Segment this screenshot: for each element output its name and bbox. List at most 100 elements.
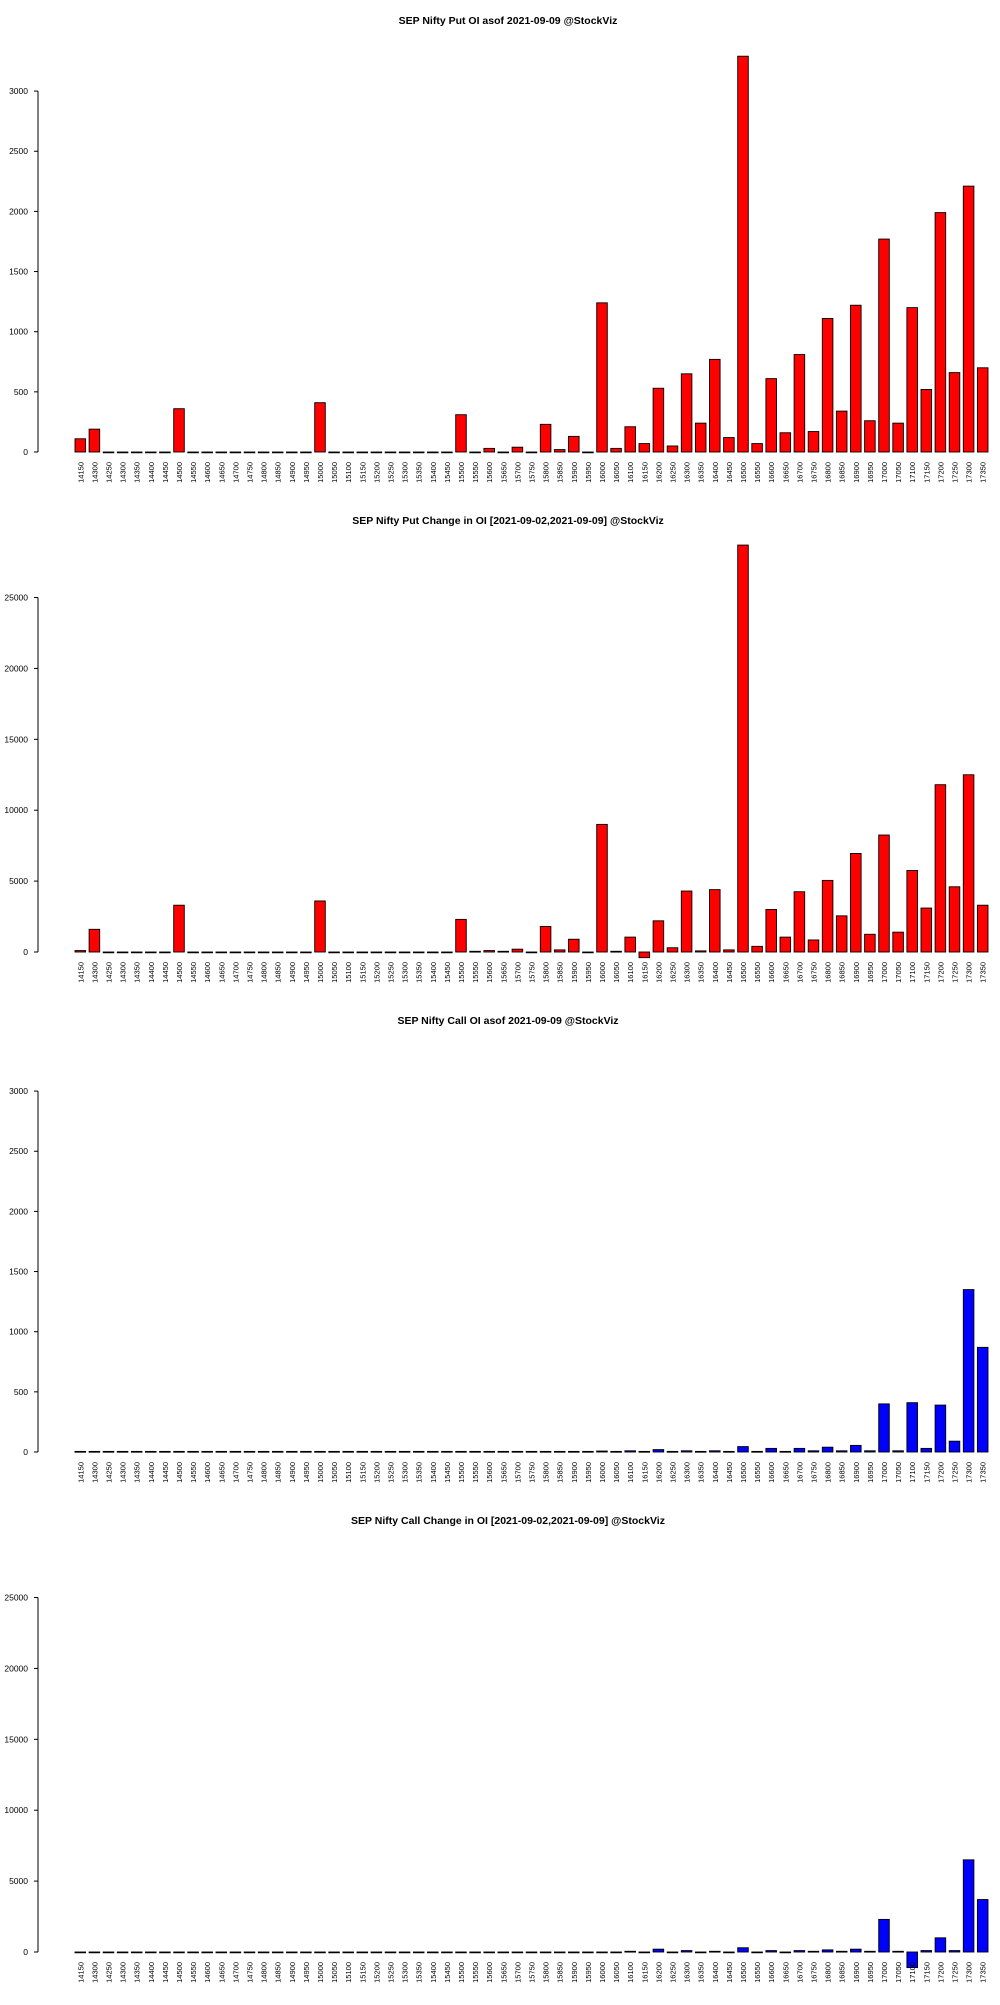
bar — [779, 1951, 792, 1954]
x-tick-label: 14300 — [90, 462, 99, 483]
bar — [356, 451, 369, 454]
y-tick-label: 3000 — [9, 86, 28, 96]
x-tick-label: 16500 — [739, 1462, 748, 1483]
bar — [469, 1951, 481, 1954]
x-tick-label: 16050 — [612, 1462, 621, 1483]
bar — [934, 212, 947, 453]
bar — [680, 890, 693, 953]
bar — [948, 1950, 961, 1953]
bar — [892, 1450, 904, 1453]
bar — [821, 318, 834, 453]
x-tick-label: 15000 — [316, 462, 325, 483]
bar — [187, 951, 199, 954]
x-tick-label: 16000 — [598, 1462, 607, 1483]
x-tick-label: 14500 — [175, 462, 184, 483]
x-tick-label: 14900 — [288, 1962, 297, 1983]
x-tick-label: 16350 — [697, 1962, 706, 1983]
bar — [145, 451, 157, 454]
bar — [257, 951, 270, 954]
x-tick-label: 14850 — [274, 462, 283, 483]
x-tick-label: 15050 — [330, 1462, 339, 1483]
bar — [271, 451, 284, 454]
bar — [271, 1450, 284, 1453]
x-tick-label: 15950 — [584, 462, 593, 483]
bar — [539, 423, 552, 453]
x-tick-label: 15000 — [316, 1962, 325, 1983]
bar — [680, 1450, 693, 1453]
x-tick-label: 16400 — [711, 462, 720, 483]
bar — [765, 1447, 777, 1453]
bar — [314, 1450, 326, 1453]
x-tick-label: 16950 — [866, 462, 875, 483]
bar — [116, 1450, 129, 1453]
bar — [74, 950, 87, 953]
x-tick-label: 16750 — [810, 462, 819, 483]
x-tick-label: 16800 — [824, 462, 833, 483]
y-tick-label: 500 — [14, 387, 28, 397]
bar — [215, 1450, 228, 1453]
bar — [694, 950, 707, 953]
x-tick-label: 14250 — [105, 1462, 114, 1483]
bar — [342, 951, 354, 954]
x-tick-label: 14150 — [76, 1462, 85, 1483]
chart-title: SEP Nifty Put Change in OI [2021-09-02,2… — [352, 515, 664, 527]
bar — [370, 951, 383, 954]
bar — [596, 823, 608, 953]
x-tick-label: 15700 — [513, 962, 522, 983]
bar — [807, 431, 820, 453]
bar — [102, 1450, 115, 1453]
x-tick-label: 17300 — [965, 962, 974, 983]
x-tick-label: 16150 — [640, 962, 649, 983]
x-tick-label: 14550 — [189, 1462, 198, 1483]
bar — [765, 909, 777, 953]
bar — [539, 1450, 552, 1453]
x-tick-label: 14500 — [175, 962, 184, 983]
bar — [328, 1450, 340, 1453]
x-tick-label: 15550 — [471, 462, 480, 483]
bar — [497, 451, 510, 454]
x-tick-label: 16400 — [711, 962, 720, 983]
x-tick-label: 14600 — [203, 962, 212, 983]
bar — [976, 904, 989, 953]
bar — [173, 1951, 185, 1954]
x-tick-label: 17100 — [908, 1962, 917, 1983]
bar — [737, 1446, 749, 1453]
x-tick-label: 17050 — [894, 462, 903, 483]
bar — [709, 1950, 721, 1953]
bar — [596, 1450, 608, 1453]
x-tick-label: 14150 — [76, 962, 85, 983]
x-tick-label: 14850 — [274, 1462, 283, 1483]
bar — [962, 774, 975, 953]
bar — [821, 1949, 834, 1953]
x-tick-label: 15700 — [513, 1462, 522, 1483]
bar — [201, 1951, 213, 1954]
x-tick-label: 14900 — [288, 462, 297, 483]
bar — [286, 1450, 298, 1453]
x-tick-label: 16850 — [838, 462, 847, 483]
x-tick-label: 16450 — [725, 1962, 734, 1983]
x-tick-label: 15500 — [457, 1462, 466, 1483]
bar — [553, 449, 566, 453]
bar — [906, 1402, 918, 1453]
bar — [568, 435, 580, 453]
bar — [102, 951, 115, 954]
bar — [229, 951, 242, 954]
x-tick-label: 17000 — [880, 462, 889, 483]
x-tick-label: 15400 — [429, 1962, 438, 1983]
x-tick-label: 16200 — [654, 962, 663, 983]
x-tick-label: 14300 — [119, 462, 128, 483]
bar — [835, 915, 848, 953]
x-tick-label: 14950 — [302, 962, 311, 983]
x-tick-label: 15850 — [556, 1962, 565, 1983]
bar — [666, 1450, 679, 1453]
bar — [116, 1951, 129, 1954]
bar — [807, 939, 820, 953]
bar — [370, 1450, 383, 1453]
x-tick-label: 15450 — [443, 962, 452, 983]
x-tick-label: 14350 — [133, 462, 142, 483]
x-tick-label: 14300 — [119, 962, 128, 983]
x-tick-label: 15850 — [556, 462, 565, 483]
x-tick-label: 17250 — [951, 1462, 960, 1483]
bar — [906, 1951, 918, 1969]
x-tick-label: 14600 — [203, 1962, 212, 1983]
